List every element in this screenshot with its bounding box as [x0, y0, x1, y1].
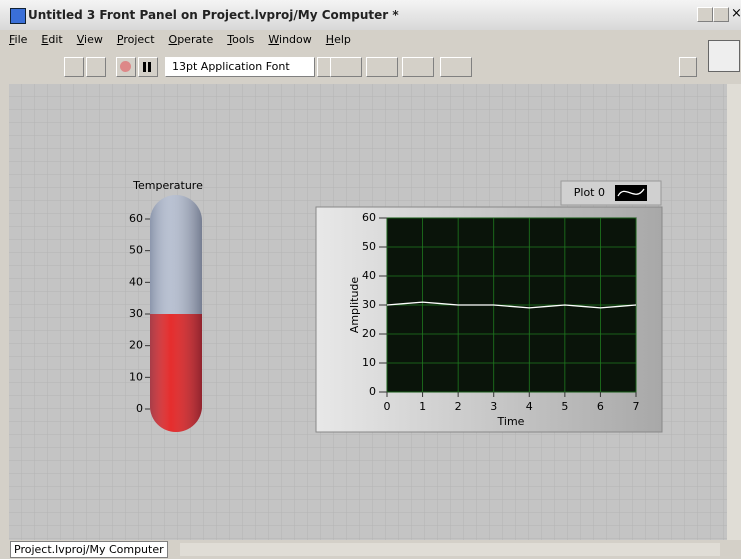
menu-item[interactable]: Operate — [169, 33, 214, 46]
y-tick-label: 30 — [129, 307, 143, 320]
window-title: Untitled 3 Front Panel on Project.lvproj… — [28, 8, 399, 22]
horizontal-scrollbar[interactable] — [180, 543, 720, 556]
x-tick-label: 5 — [561, 400, 568, 413]
y-tick-label: 10 — [129, 370, 143, 383]
y-tick-label: 50 — [362, 240, 376, 253]
x-tick-label: 6 — [597, 400, 604, 413]
font-dropdown[interactable]: 13pt Application Font — [165, 57, 315, 77]
front-panel: Temperature 0 10 20 30 40 50 60 0 10 20 30 40 50 60 0 1 2… — [9, 84, 727, 540]
y-tick-label: 10 — [362, 356, 376, 369]
y-tick-label: 30 — [362, 298, 376, 311]
resize-button[interactable] — [402, 57, 434, 77]
project-path: Project.lvproj/My Computer — [10, 541, 168, 558]
x-tick-label: 4 — [526, 400, 533, 413]
help-button[interactable] — [679, 57, 697, 77]
y-tick-label: 40 — [362, 269, 376, 282]
y-tick-label: 0 — [136, 402, 143, 415]
connector-icon — [708, 40, 740, 72]
run-button[interactable] — [64, 57, 84, 77]
menu-item[interactable]: File — [9, 33, 27, 46]
x-tick-label: 1 — [419, 400, 426, 413]
title-bar: Untitled 3 Front Panel on Project.lvproj… — [0, 0, 741, 30]
distribute-button[interactable] — [366, 57, 398, 77]
toolbar: 13pt Application Font — [0, 54, 741, 83]
run-continuously-button[interactable] — [86, 57, 106, 77]
y-tick-label: 60 — [362, 211, 376, 224]
y-axis-label: Amplitude — [348, 277, 361, 334]
minimize-button[interactable] — [697, 7, 713, 22]
y-tick-label: 60 — [129, 212, 143, 225]
y-tick-label: 40 — [129, 275, 143, 288]
close-button[interactable]: × — [731, 6, 741, 21]
gauge-title: Temperature — [132, 179, 203, 192]
tube-shade — [150, 195, 202, 432]
menu-item[interactable]: Window — [268, 33, 311, 46]
legend-label: Plot 0 — [574, 186, 605, 199]
y-tick-label: 20 — [362, 327, 376, 340]
x-tick-label: 0 — [384, 400, 391, 413]
x-tick-label: 7 — [633, 400, 640, 413]
menu-item[interactable]: Project — [117, 33, 155, 46]
vertical-scrollbar[interactable] — [727, 84, 741, 540]
reorder-button[interactable] — [440, 57, 472, 77]
x-axis-label: Time — [497, 415, 525, 428]
menu-item[interactable]: Edit — [41, 33, 62, 46]
align-button[interactable] — [330, 57, 362, 77]
menu-item[interactable]: View — [77, 33, 103, 46]
y-tick-label: 0 — [369, 385, 376, 398]
app-icon — [10, 8, 26, 24]
menu-item[interactable]: Tools — [227, 33, 254, 46]
page: Untitled 3 Front Panel on Project.lvproj… — [0, 0, 741, 559]
menu-item[interactable]: Help — [326, 33, 351, 46]
menu-bar: File Edit View Project Operate Tools Window Hel… — [0, 33, 700, 51]
pause-button[interactable] — [138, 57, 158, 77]
x-tick-label: 3 — [490, 400, 497, 413]
abort-button[interactable] — [116, 57, 136, 77]
x-tick-label: 2 — [455, 400, 462, 413]
y-tick-label: 20 — [129, 339, 143, 352]
maximize-button[interactable] — [713, 7, 729, 22]
y-tick-label: 50 — [129, 244, 143, 257]
